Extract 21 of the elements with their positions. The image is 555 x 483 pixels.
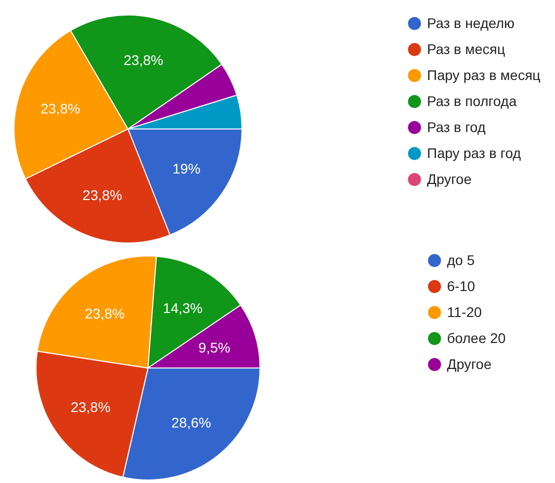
legend-label: Пару раз в год (427, 144, 521, 163)
data-label: 28,6% (171, 414, 212, 430)
legend-label: 6-10 (447, 277, 476, 296)
data-label: 19% (172, 160, 200, 177)
legend-label: Раз в месяц (427, 40, 506, 59)
data-label: 9,5% (198, 340, 230, 356)
legend-label: 11-20 (447, 303, 482, 322)
legend-label: более 20 (447, 329, 506, 348)
data-label: 23,8% (70, 399, 110, 416)
legend-label: Раз в год (427, 118, 486, 137)
data-label: 23,8% (40, 100, 80, 116)
legend-label: Другое (447, 355, 492, 374)
data-label: 23,8% (82, 186, 122, 203)
legend-label: Раз в неделю (427, 14, 515, 33)
legend-label: до 5 (447, 251, 475, 270)
data-label: 23,8% (84, 306, 125, 322)
data-label: 23,8% (124, 52, 164, 68)
legend-label: Раз в полгода (427, 92, 517, 111)
legend-label: Другое (427, 170, 472, 189)
legend-label: Пару раз в месяц (427, 66, 540, 85)
data-label: 14,3% (162, 300, 203, 316)
